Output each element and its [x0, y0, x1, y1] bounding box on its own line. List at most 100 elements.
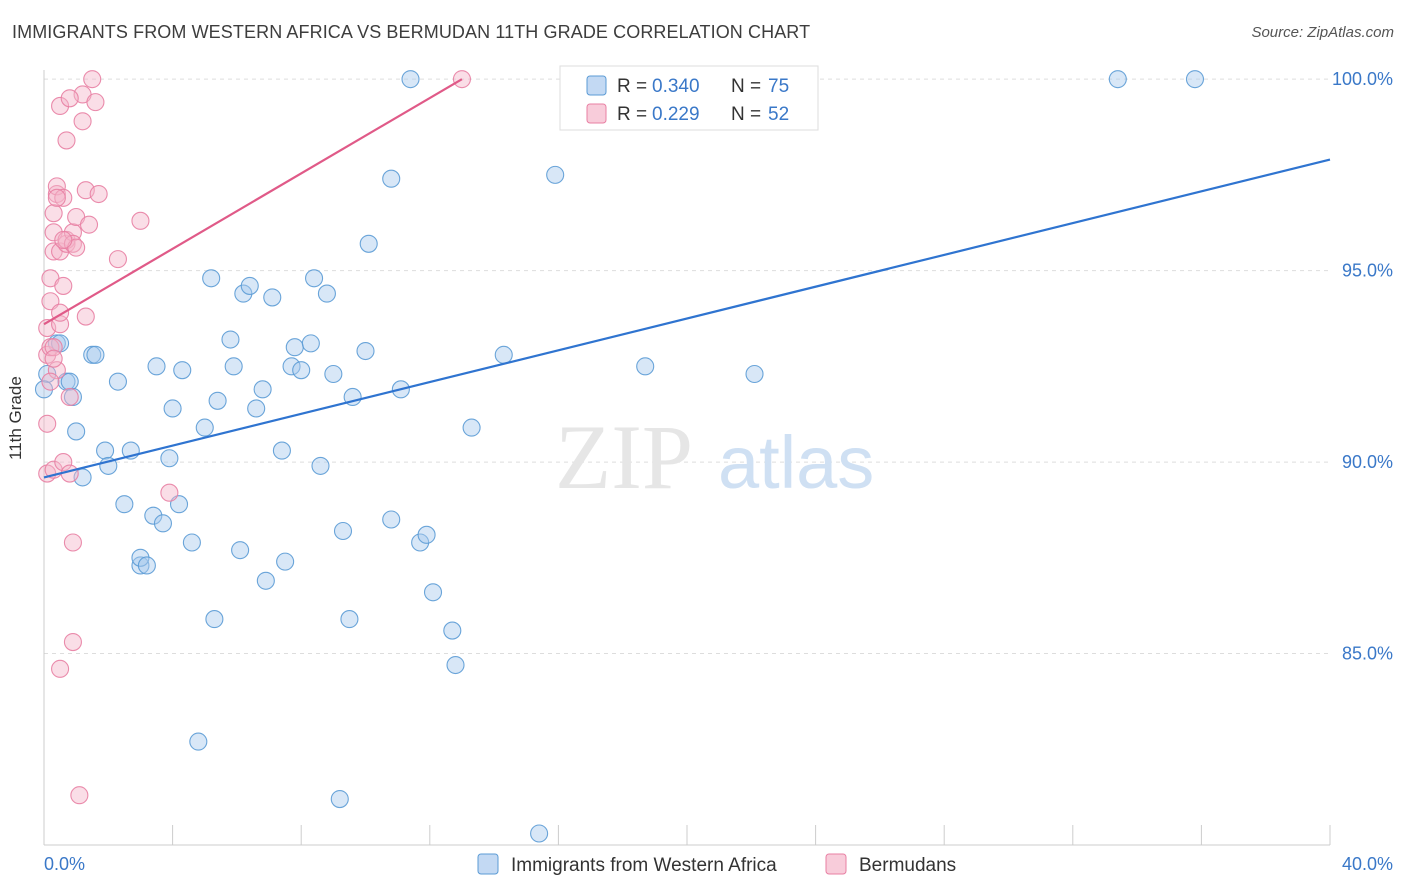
data-point-blue: [359, 234, 378, 253]
data-point-blue: [356, 341, 375, 361]
data-point-blue: [208, 391, 227, 410]
data-point-pink: [63, 533, 82, 552]
data-point-blue: [382, 510, 401, 529]
data-point-blue: [86, 345, 105, 364]
data-point-blue: [231, 541, 250, 560]
data-point-blue: [221, 330, 240, 349]
data-point-blue: [282, 357, 301, 376]
data-point-blue: [160, 449, 179, 468]
data-point-blue: [195, 418, 214, 437]
x-tick-label: 40.0%: [1342, 854, 1393, 874]
legend-swatch-pink: [586, 103, 607, 124]
data-point-pink: [76, 307, 95, 326]
trend-lines: [43, 78, 1331, 479]
data-point-blue: [163, 399, 182, 418]
data-point-blue: [423, 583, 443, 602]
data-point-blue: [285, 338, 304, 357]
legend-box: R = 0.340 N = 75 R = 0.229 N = 52: [559, 65, 819, 131]
data-point-blue: [182, 533, 201, 552]
data-point-pink: [54, 453, 73, 472]
data-point-pink: [47, 361, 66, 380]
data-point-blue: [67, 422, 86, 441]
y-tick-label: 90.0%: [1342, 452, 1393, 472]
legend-n-label: N =: [731, 104, 761, 125]
data-point-blue: [131, 548, 150, 567]
y-tick-label: 85.0%: [1342, 644, 1393, 664]
trend-line-pink: [43, 78, 463, 326]
data-point-pink: [160, 483, 179, 502]
data-point-pink: [44, 204, 63, 223]
y-tick-label: 95.0%: [1342, 261, 1393, 281]
data-point-blue: [311, 456, 330, 475]
legend-n-value: 75: [768, 76, 789, 97]
trend-line-blue: [43, 158, 1331, 479]
data-point-blue: [202, 269, 221, 288]
data-point-pink: [70, 786, 89, 805]
data-point-blue: [546, 165, 565, 184]
data-point-blue: [276, 552, 295, 571]
data-point-pink: [79, 215, 99, 234]
data-point-blue: [263, 288, 282, 307]
data-point-pink: [54, 230, 73, 250]
data-point-pink: [83, 70, 102, 89]
data-point-pink: [108, 250, 127, 269]
data-point-pink: [60, 387, 79, 407]
data-point-pink: [51, 659, 70, 678]
data-point-blue: [144, 506, 163, 525]
legend-r-value: 0.340: [652, 76, 700, 97]
bottom-legend-swatch-pink: [825, 853, 847, 875]
data-point-pink: [54, 276, 73, 295]
y-tick-label: 100.0%: [1332, 69, 1393, 89]
x-tick-labels: 0.0% 40.0%: [44, 854, 1393, 874]
data-point-pink: [89, 184, 108, 204]
data-point-blue: [234, 284, 253, 303]
data-point-blue: [745, 364, 764, 384]
data-point-blue: [247, 399, 266, 418]
data-point-blue: [189, 732, 208, 751]
data-point-blue: [443, 621, 462, 640]
data-point-blue: [382, 169, 401, 188]
data-point-blue: [137, 556, 156, 575]
data-point-blue: [330, 789, 349, 809]
data-point-pink: [38, 414, 57, 433]
data-point-pink: [131, 211, 150, 230]
watermark-atlas: atlas: [718, 421, 874, 504]
data-point-pink: [57, 131, 76, 150]
bottom-legend-label: Immigrants from Western Africa: [511, 855, 777, 876]
y-tick-labels: 100.0% 95.0% 90.0% 85.0%: [1332, 69, 1393, 663]
legend-swatch-blue: [586, 75, 607, 96]
data-point-blue: [417, 525, 436, 544]
data-point-blue: [494, 345, 513, 364]
data-point-blue: [530, 824, 549, 843]
data-point-blue: [333, 521, 353, 541]
x-tick-label: 0.0%: [44, 854, 85, 874]
data-point-blue: [324, 364, 343, 384]
data-point-pink: [47, 188, 66, 207]
data-point-pink: [54, 188, 73, 207]
data-point-blue: [96, 441, 115, 460]
data-point-blue: [292, 361, 311, 380]
data-point-blue: [272, 441, 291, 460]
data-point-pink: [73, 112, 92, 131]
data-point-blue: [173, 361, 192, 380]
data-point-blue: [340, 610, 359, 629]
data-point-blue: [205, 610, 224, 629]
data-point-blue: [256, 571, 275, 590]
data-point-blue: [317, 284, 336, 303]
bottom-legend-label: Bermudans: [859, 855, 956, 876]
bottom-legend-swatch-blue: [477, 853, 499, 875]
data-point-pink: [44, 349, 63, 368]
legend-n-label: N =: [731, 76, 761, 97]
data-point-blue: [462, 418, 481, 437]
chart-title: IMMIGRANTS FROM WESTERN AFRICA VS BERMUD…: [12, 22, 811, 42]
data-point-blue: [153, 514, 173, 533]
data-point-blue: [147, 357, 166, 376]
data-point-blue: [401, 70, 420, 89]
data-point-blue: [108, 372, 127, 391]
legend-n-value: 52: [768, 104, 789, 125]
source-label: Source: ZipAtlas.com: [1251, 24, 1394, 41]
data-point-blue: [34, 380, 54, 399]
data-point-blue: [446, 655, 465, 675]
data-point-blue: [305, 269, 324, 288]
